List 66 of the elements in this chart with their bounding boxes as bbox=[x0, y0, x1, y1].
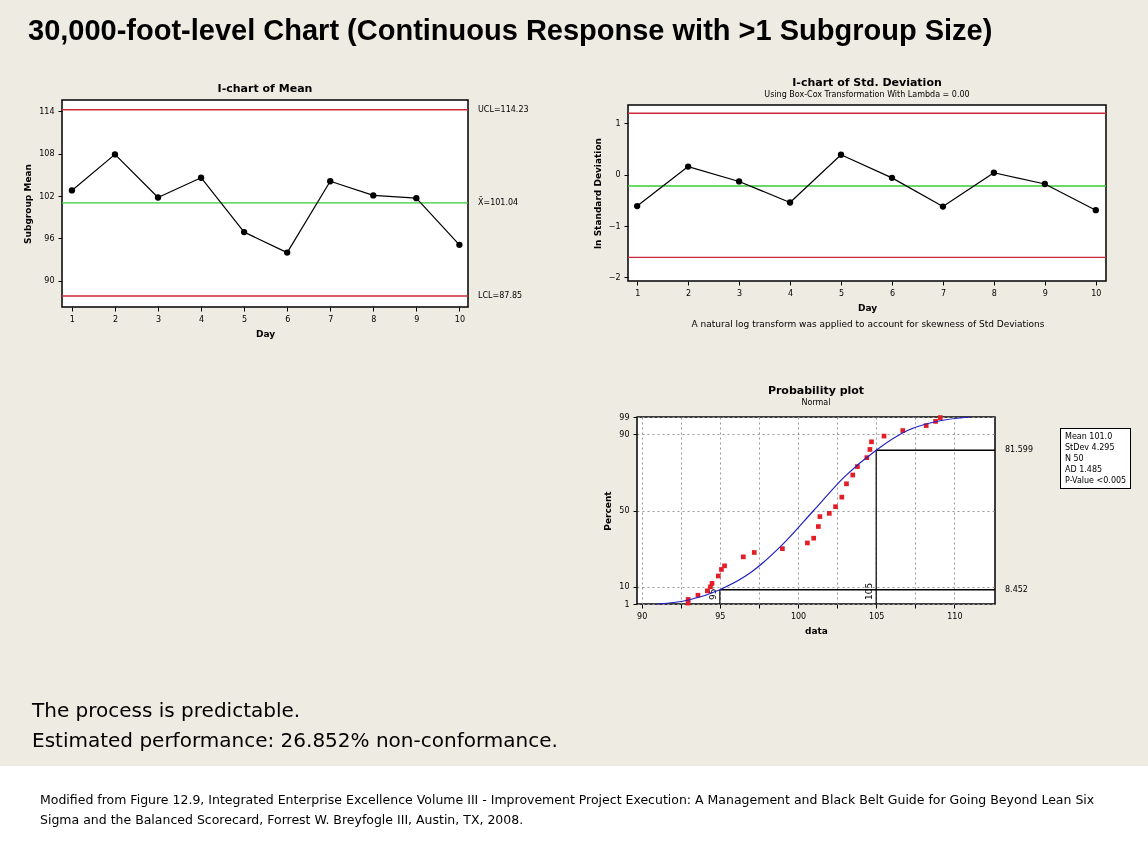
ref-line-label: X̄=101.04 bbox=[478, 196, 519, 207]
x-tick-label: 4 bbox=[788, 288, 794, 298]
y-tick-label: 96 bbox=[44, 233, 55, 243]
y-tick-label: 90 bbox=[44, 276, 55, 286]
chart-title: I-chart of Mean bbox=[217, 82, 313, 95]
x-tick-label: 8 bbox=[991, 288, 997, 298]
x-tick-label: 9 bbox=[1042, 288, 1048, 298]
y-tick-label: 1 bbox=[624, 599, 630, 609]
y-tick-label: 114 bbox=[39, 106, 55, 116]
y-axis-title: ln Standard Deviation bbox=[592, 138, 603, 249]
y-tick-label: −2 bbox=[608, 272, 621, 282]
x-axis-title: Day bbox=[255, 328, 276, 339]
chart-title: I-chart of Std. Deviation bbox=[792, 76, 942, 89]
x-tick-label: 90 bbox=[637, 611, 648, 621]
y-tick-label: 50 bbox=[619, 506, 630, 515]
x-tick-label: 6 bbox=[285, 314, 291, 324]
x-tick-label: 2 bbox=[686, 288, 692, 298]
text: StDev 4.295 bbox=[1065, 442, 1116, 453]
text: The process is predictable. bbox=[32, 697, 302, 724]
y-tick-label: 99 bbox=[619, 412, 630, 422]
x-tick-label: 110 bbox=[947, 611, 963, 621]
x-tick-label: 100 bbox=[790, 611, 807, 621]
x-tick-label: 8 bbox=[371, 314, 377, 324]
x-tick-label: 10 bbox=[454, 314, 465, 324]
y-axis-title: Percent bbox=[603, 490, 614, 531]
x-tick-label: 4 bbox=[199, 314, 205, 324]
y-tick-label: 10 bbox=[619, 582, 630, 592]
text: Modified from Figure 12.9, Integrated Enterprise Excellence Volume III - Improvement Project Execution: A Management and Black Belt Guide for Going Beyond Lean Six Sigma and the Balanced Scorecard, Forrest W. Breyfogle III, Austin, TX, 2008. bbox=[40, 791, 1096, 829]
text: AD 1.485 bbox=[1065, 464, 1104, 475]
x-tick-label: 105 bbox=[869, 611, 885, 621]
ref-line-label: 81.599 bbox=[1005, 445, 1033, 455]
ref-line-label: UCL=114.23 bbox=[478, 104, 529, 114]
x-tick-label: 7 bbox=[328, 314, 334, 324]
x-tick-label: 7 bbox=[940, 288, 946, 298]
ref-line-label: 95 bbox=[707, 588, 718, 600]
y-axis-title: Subgroup Mean bbox=[23, 164, 34, 244]
y-tick-label: 90 bbox=[619, 429, 630, 439]
x-axis-title: Day bbox=[857, 302, 878, 313]
y-tick-label: 1 bbox=[615, 118, 621, 128]
x-tick-label: 9 bbox=[414, 314, 420, 324]
x-tick-label: 3 bbox=[737, 288, 743, 298]
x-tick-label: 3 bbox=[155, 314, 162, 324]
y-tick-label: 102 bbox=[39, 191, 55, 201]
x-tick-label: 10 bbox=[1091, 288, 1102, 298]
chart-subtitle: Normal bbox=[801, 398, 831, 407]
y-tick-label: 0 bbox=[615, 170, 621, 180]
x-tick-label: 6 bbox=[889, 288, 896, 298]
x-tick-label: 5 bbox=[838, 288, 845, 298]
ref-line-label: LCL=87.85 bbox=[478, 291, 523, 301]
ref-line-label: 8.452 bbox=[1005, 584, 1028, 594]
x-tick-label: 1 bbox=[635, 288, 641, 298]
chart-subtitle: Using Box-Cox Transformation With Lambda = 0.00 bbox=[764, 90, 970, 99]
text: A natural log transform was applied to account for skewness of Std Deviations bbox=[690, 319, 1046, 329]
x-axis-title: data bbox=[805, 625, 828, 636]
x-tick-label: 95 bbox=[715, 611, 726, 621]
y-tick-label: −1 bbox=[608, 221, 621, 231]
chart-title: Probability plot bbox=[767, 384, 865, 397]
y-tick-label: 108 bbox=[39, 149, 55, 159]
x-tick-label: 2 bbox=[112, 314, 118, 324]
text: N 50 bbox=[1065, 453, 1085, 464]
text: Mean 101.0 bbox=[1065, 431, 1114, 442]
x-tick-label: 5 bbox=[242, 314, 248, 324]
text: 30,000-foot-level Chart (Continuous Response with >1 Subgroup Size) bbox=[28, 14, 993, 47]
text: P-Value <0.005 bbox=[1065, 475, 1127, 486]
text: Estimated performance: 26.852% non-conformance. bbox=[32, 727, 558, 754]
x-tick-label: 1 bbox=[69, 314, 75, 324]
